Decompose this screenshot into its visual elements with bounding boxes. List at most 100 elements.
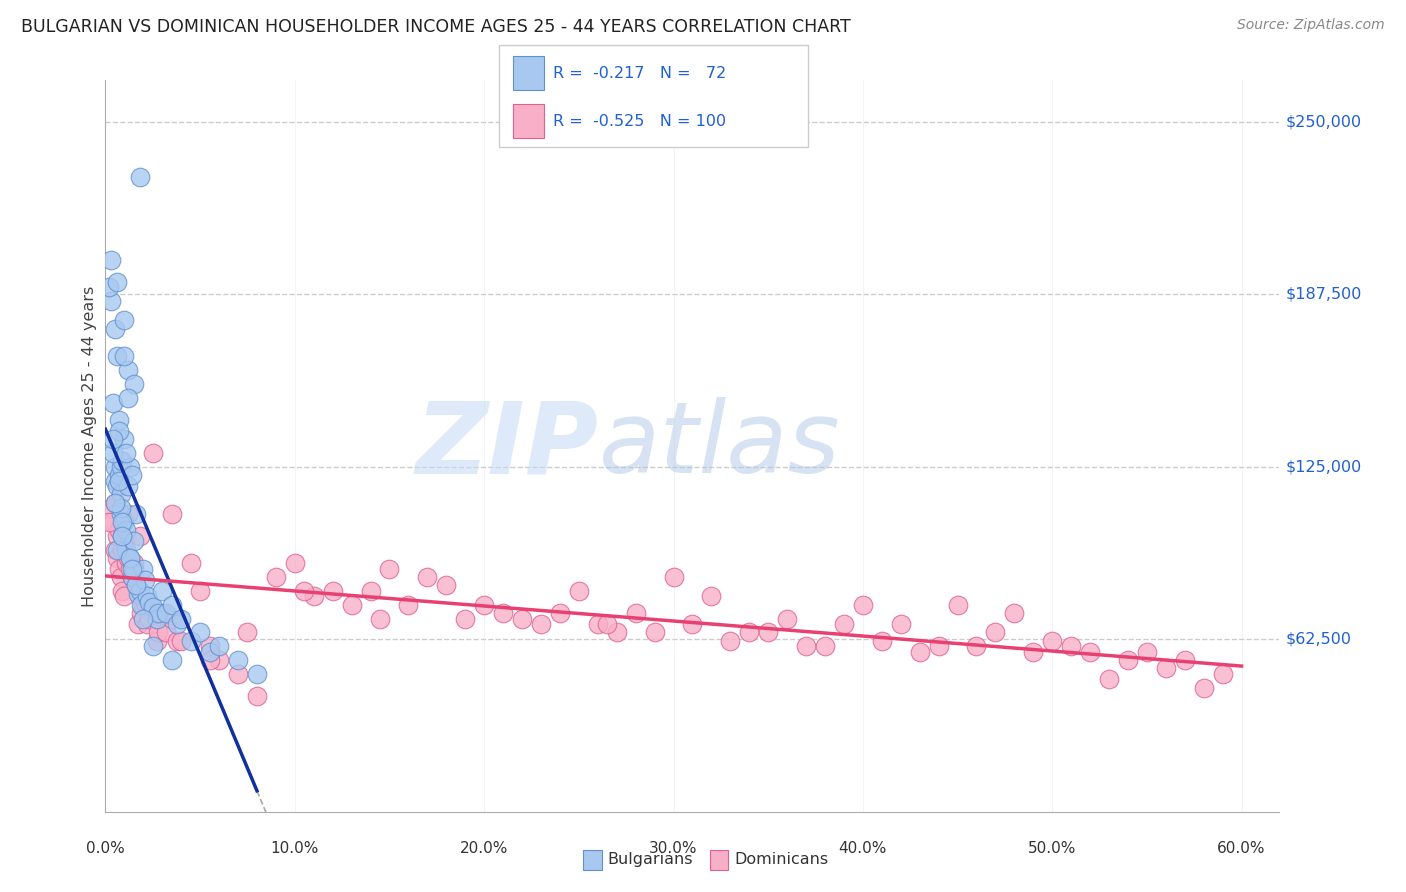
Point <box>98 280 121 294</box>
Point <box>160 598 183 612</box>
Text: 30.0%: 30.0% <box>650 841 697 856</box>
Point <box>134 573 156 587</box>
Point <box>122 562 145 576</box>
Point <box>396 598 419 612</box>
Text: $187,500: $187,500 <box>1285 286 1361 301</box>
Point <box>117 479 139 493</box>
Point <box>1002 606 1025 620</box>
Point <box>111 583 134 598</box>
Point <box>814 639 837 653</box>
Point <box>180 633 202 648</box>
Text: 0.0%: 0.0% <box>86 841 125 856</box>
Point <box>208 639 231 653</box>
Point <box>121 562 143 576</box>
Text: BULGARIAN VS DOMINICAN HOUSEHOLDER INCOME AGES 25 - 44 YEARS CORRELATION CHART: BULGARIAN VS DOMINICAN HOUSEHOLDER INCOM… <box>21 18 851 36</box>
Text: $125,000: $125,000 <box>1285 459 1361 475</box>
Point <box>105 542 128 557</box>
Point <box>104 495 127 509</box>
Text: R =  -0.217   N =   72: R = -0.217 N = 72 <box>553 66 725 80</box>
Text: 60.0%: 60.0% <box>1218 841 1265 856</box>
Point <box>132 562 155 576</box>
Point <box>117 507 139 521</box>
Point <box>360 583 382 598</box>
Point <box>138 611 160 625</box>
Point <box>928 639 950 653</box>
Point <box>1022 645 1045 659</box>
Text: R =  -0.525   N = 100: R = -0.525 N = 100 <box>553 114 725 128</box>
Point <box>110 501 132 516</box>
Point <box>568 583 591 598</box>
Point <box>264 570 287 584</box>
Point <box>890 617 912 632</box>
Point <box>112 432 135 446</box>
Point <box>101 396 124 410</box>
Point <box>142 639 165 653</box>
Point <box>132 611 155 625</box>
Point <box>682 617 704 632</box>
Point <box>1078 645 1101 659</box>
Point <box>340 598 363 612</box>
Point <box>110 507 132 521</box>
Point <box>101 515 124 529</box>
Point <box>1060 639 1083 653</box>
Point <box>110 487 132 501</box>
Point <box>115 542 138 557</box>
Point <box>121 467 143 482</box>
Point <box>100 294 122 309</box>
Point <box>150 606 173 620</box>
Point <box>100 252 122 267</box>
Point <box>454 611 477 625</box>
Point <box>111 542 134 557</box>
Point <box>104 495 127 509</box>
Point <box>107 562 129 576</box>
Point <box>226 666 249 681</box>
Point <box>112 313 135 327</box>
Point <box>852 598 875 612</box>
Text: 10.0%: 10.0% <box>270 841 319 856</box>
Point <box>510 611 533 625</box>
Point <box>160 653 183 667</box>
Point <box>145 633 167 648</box>
Point <box>111 454 134 468</box>
Point <box>117 391 139 405</box>
Point <box>246 689 269 703</box>
Text: atlas: atlas <box>599 398 841 494</box>
Point <box>718 633 741 648</box>
Point <box>105 479 128 493</box>
Point <box>416 570 439 584</box>
Point <box>120 550 142 565</box>
Point <box>145 611 167 625</box>
Point <box>368 611 391 625</box>
Point <box>125 578 148 592</box>
Text: 40.0%: 40.0% <box>839 841 887 856</box>
Point <box>170 611 193 625</box>
Text: Dominicans: Dominicans <box>734 853 828 867</box>
Point <box>128 529 150 543</box>
Point <box>198 639 221 653</box>
Point <box>121 570 143 584</box>
Point <box>378 562 401 576</box>
Point <box>117 363 139 377</box>
Point <box>155 606 177 620</box>
Point <box>101 432 124 446</box>
Point <box>120 550 142 565</box>
Point <box>98 515 121 529</box>
Point <box>966 639 988 653</box>
Point <box>548 606 571 620</box>
Point <box>104 459 127 474</box>
Point <box>115 446 138 460</box>
Point <box>166 617 188 632</box>
Point <box>104 321 127 335</box>
Y-axis label: Householder Income Ages 25 - 44 years: Householder Income Ages 25 - 44 years <box>82 285 97 607</box>
Point <box>138 595 160 609</box>
Point <box>128 583 150 598</box>
Point <box>170 633 193 648</box>
Point <box>984 625 1007 640</box>
Point <box>112 515 135 529</box>
Point <box>208 653 231 667</box>
Point <box>115 523 138 537</box>
Point <box>198 645 221 659</box>
Point <box>166 633 188 648</box>
Point <box>120 459 142 474</box>
Point <box>117 550 139 565</box>
